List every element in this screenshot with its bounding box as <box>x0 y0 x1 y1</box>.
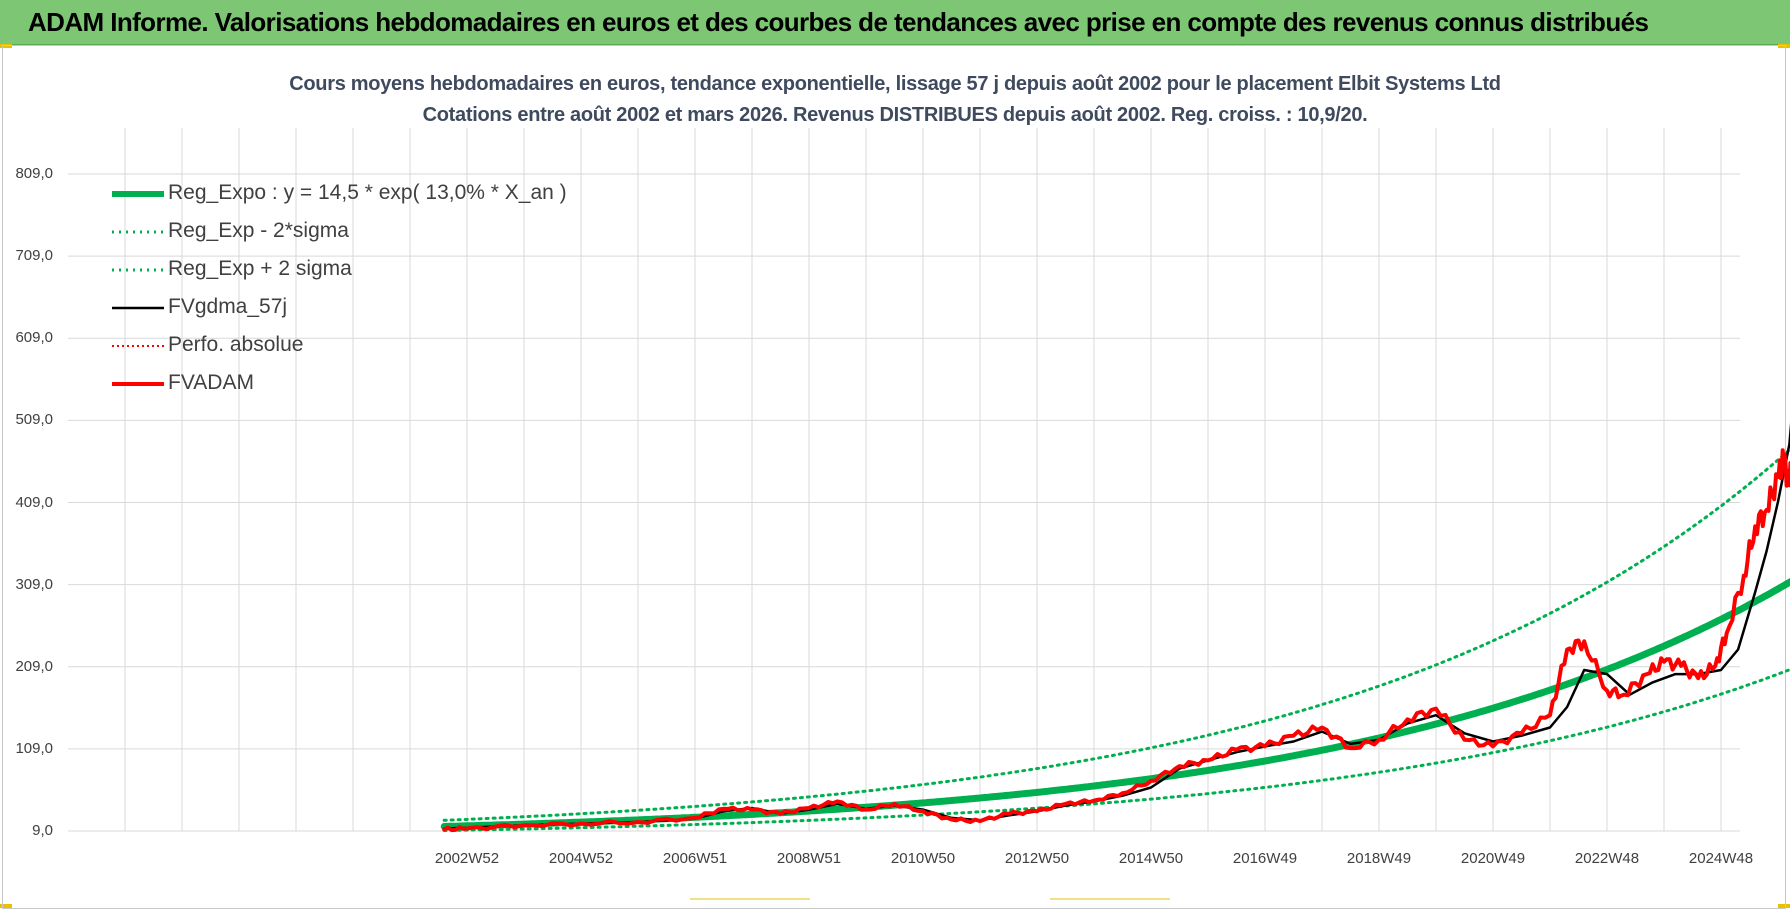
legend-label: Reg_Exp + 2 sigma <box>168 257 352 280</box>
corner-mark-bottom-left <box>0 904 12 908</box>
x-tick-label: 2008W51 <box>776 850 842 867</box>
y-tick-label: 609,0 <box>15 329 53 347</box>
corner-mark-bottom-right <box>1778 904 1790 908</box>
y-tick-label: 509,0 <box>15 411 53 429</box>
legend-swatch <box>112 345 164 347</box>
y-tick-label: 109,0 <box>15 739 53 757</box>
legend-label: Perfo. absolue <box>168 333 304 356</box>
legend-label: Reg_Exp - 2*sigma <box>168 219 349 242</box>
x-tick-label: 2022W48 <box>1574 850 1640 867</box>
header-banner: ADAM Informe. Valorisations hebdomadaire… <box>0 0 1790 45</box>
legend-item: FVgdma_57j <box>110 288 567 326</box>
x-tick-label: 2006W51 <box>662 850 728 867</box>
legend-item: Reg_Exp + 2 sigma <box>110 250 567 288</box>
series-line-dotted-green <box>442 447 1790 822</box>
x-tick-label: 2020W49 <box>1460 850 1526 867</box>
x-tick-label: 2004W52 <box>548 850 614 867</box>
legend-label: FVgdma_57j <box>168 295 288 318</box>
y-tick-label: 9,0 <box>32 822 53 839</box>
corner-mark-right <box>1778 44 1790 48</box>
series-line-thick-solid-red <box>442 448 1790 833</box>
legend-item: Perfo. absolue <box>110 326 567 364</box>
series-line-thick-solid-green <box>440 577 1790 830</box>
legend-swatch <box>112 230 164 234</box>
legend-swatch <box>112 382 164 386</box>
series-line-dotted-green <box>442 667 1790 832</box>
chart-legend: Reg_Expo : y = 14,5 * exp( 13,0% * X_an … <box>110 174 567 402</box>
y-tick-label: 809,0 <box>15 165 53 182</box>
legend-swatch <box>112 191 164 197</box>
series-line-solid-black <box>442 422 1790 830</box>
chart-subtitle: Cotations entre août 2002 et mars 2026. … <box>422 104 1368 126</box>
x-tick-label: 2018W49 <box>1346 850 1412 867</box>
banner-title: ADAM Informe. Valorisations hebdomadaire… <box>28 7 1649 37</box>
bottom-marker-2 <box>1050 898 1170 900</box>
y-tick-label: 409,0 <box>15 493 53 511</box>
chart-title: Cours moyens hebdomadaires en euros, ten… <box>289 73 1501 95</box>
legend-swatch <box>112 306 164 310</box>
bottom-marker-1 <box>690 898 810 900</box>
y-tick-label: 309,0 <box>15 575 53 593</box>
legend-item: Reg_Exp - 2*sigma <box>110 212 567 250</box>
x-tick-label: 2002W52 <box>434 850 500 867</box>
x-tick-label: 2024W48 <box>1688 850 1754 867</box>
x-tick-label: 2012W50 <box>1004 850 1070 867</box>
legend-label: Reg_Expo : y = 14,5 * exp( 13,0% * X_an … <box>168 181 567 204</box>
x-tick-label: 2010W50 <box>890 850 956 867</box>
x-tick-label: 2014W50 <box>1118 850 1184 867</box>
y-tick-label: 709,0 <box>15 247 53 265</box>
x-tick-label: 2016W49 <box>1232 850 1298 867</box>
legend-item: FVADAM <box>110 364 567 402</box>
y-tick-label: 209,0 <box>15 657 53 675</box>
legend-label: FVADAM <box>168 371 254 394</box>
corner-mark-left <box>0 44 12 48</box>
legend-swatch <box>112 268 164 272</box>
legend-item: Reg_Expo : y = 14,5 * exp( 13,0% * X_an … <box>110 174 567 212</box>
